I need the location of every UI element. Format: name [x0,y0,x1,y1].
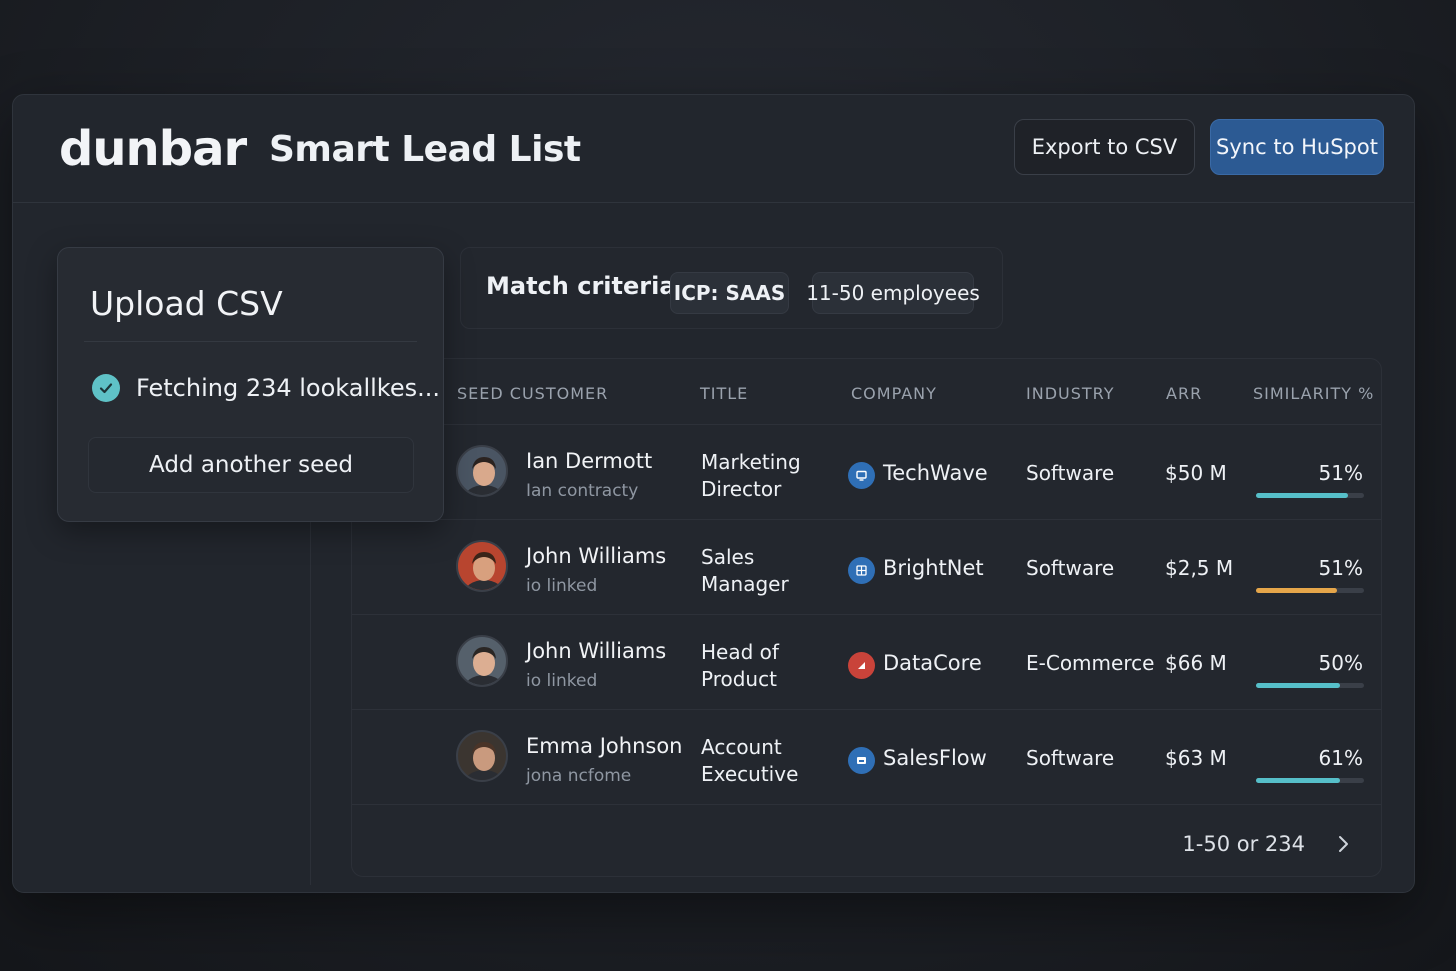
monitor-icon [848,462,875,489]
pagination-label: 1-50 or 234 [1182,832,1305,856]
lead-handle: io linked [526,671,598,691]
lead-name[interactable]: John Williams [526,639,667,663]
similarity-bar-fill [1256,588,1337,593]
add-seed-button[interactable]: Add another seed [88,437,414,493]
match-criteria: Match criteria: ICP: SAAS 11-50 employee… [460,247,1003,329]
table-row[interactable]: Emma Johnson jona ncfome Account Executi… [352,710,1381,805]
column-header-seed-customer[interactable]: SEED CUSTOMER [457,384,609,403]
table-row[interactable]: John Williams io linked Sales Manager Br… [352,520,1381,615]
arr-value: $50 M [1165,461,1227,485]
avatar [456,540,508,592]
grid-icon [848,557,875,584]
table-row[interactable]: John Williams io linked Head of Product … [352,615,1381,710]
company-name[interactable]: DataCore [883,651,982,675]
similarity-bar [1256,683,1364,688]
criteria-label: Match criteria: [486,272,686,300]
arr-value: $63 M [1165,746,1227,770]
company-name[interactable]: TechWave [883,461,988,485]
app-header: dunbar Smart Lead List Export to CSV Syn… [13,95,1414,203]
check-circle-icon [92,374,120,402]
lead-title: Head of Product [701,640,779,691]
lead-handle: io linked [526,576,598,596]
company-name[interactable]: BrightNet [883,556,984,580]
industry: Software [1026,556,1115,580]
app-window: dunbar Smart Lead List Export to CSV Syn… [12,94,1415,893]
industry: Software [1026,746,1115,770]
similarity-value: 51% [1318,556,1363,580]
lead-title: Marketing Director [701,450,801,501]
company-name[interactable]: SalesFlow [883,746,987,770]
similarity-bar [1256,588,1364,593]
status-text: Fetching 234 lookallkes... [136,374,441,402]
divider [84,341,417,342]
column-header-arr[interactable]: ARR [1166,384,1203,403]
lead-name[interactable]: Emma Johnson [526,734,683,758]
fetch-status: Fetching 234 lookallkes... [92,374,440,402]
upload-title: Upload CSV [90,284,283,323]
table-header: SEED CUSTOMER TITLE COMPANY INDUSTRY ARR… [352,359,1381,425]
sync-hubspot-button[interactable]: Sync to HuSpot [1210,119,1384,175]
arr-value: $66 M [1165,651,1227,675]
lead-name[interactable]: John Williams [526,544,667,568]
arr-value: $2,5 M [1165,556,1234,580]
criteria-chip-employees[interactable]: 11-50 employees [806,272,980,314]
similarity-value: 61% [1318,746,1363,770]
lead-title: Account Executive [701,735,799,786]
lead-name[interactable]: Ian Dermott [526,449,653,473]
similarity-bar [1256,493,1364,498]
avatar [456,445,508,497]
criteria-chip-icp[interactable]: ICP: SAAS [670,272,789,314]
logo: dunbar [59,121,247,177]
column-header-company[interactable]: COMPANY [851,384,937,403]
chevron-right-icon[interactable] [1331,832,1355,856]
page-title: Smart Lead List [269,129,581,170]
export-csv-button[interactable]: Export to CSV [1014,119,1195,175]
sidebar-divider [310,515,311,885]
lead-handle: Ian contracty [526,481,639,501]
similarity-value: 51% [1318,461,1363,485]
triangle-icon [848,652,875,679]
table-row[interactable]: Ian Dermott Ian contracty Marketing Dire… [352,425,1381,520]
lead-title: Sales Manager [701,545,789,596]
similarity-value: 50% [1318,651,1363,675]
column-header-industry[interactable]: INDUSTRY [1026,384,1115,403]
avatar [456,635,508,687]
column-header-title[interactable]: TITLE [700,384,749,403]
column-header-similarity[interactable]: SIMILARITY % [1253,384,1375,403]
similarity-bar-fill [1256,778,1341,783]
similarity-bar [1256,778,1364,783]
leads-table: SEED CUSTOMER TITLE COMPANY INDUSTRY ARR… [351,358,1382,877]
card-icon [848,747,875,774]
industry: Software [1026,461,1115,485]
lead-handle: jona ncfome [526,766,632,786]
industry: E-Commerce [1026,651,1155,675]
upload-csv-panel: Upload CSV Fetching 234 lookallkes... Ad… [57,247,444,522]
avatar [456,730,508,782]
similarity-bar-fill [1256,493,1348,498]
similarity-bar-fill [1256,683,1341,688]
